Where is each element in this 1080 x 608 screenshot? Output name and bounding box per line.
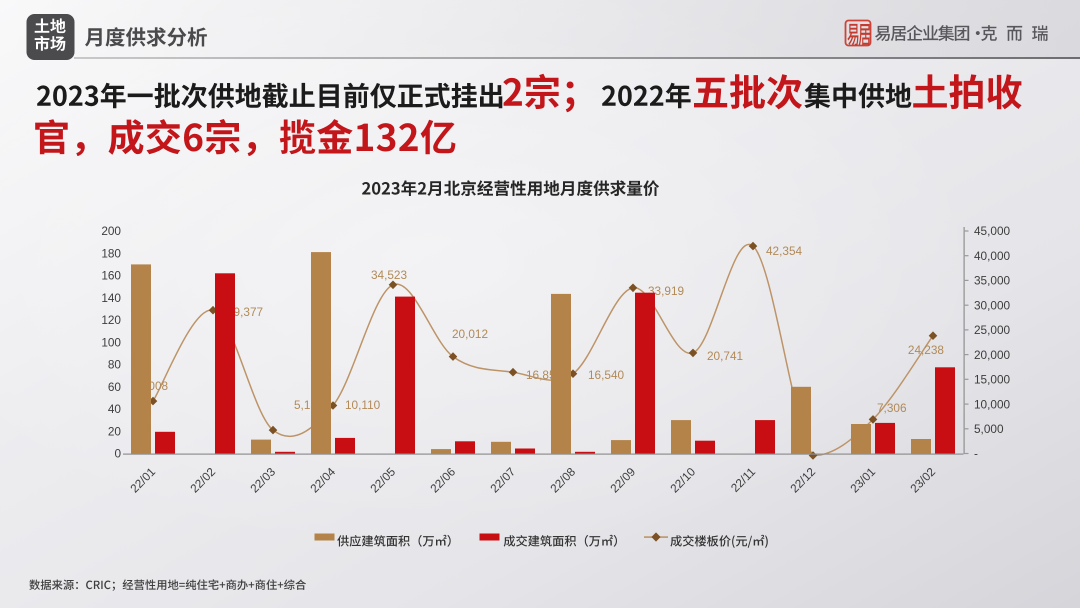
svg-text:10,000: 10,000: [974, 397, 1011, 411]
svg-text:33,919: 33,919: [648, 284, 684, 298]
svg-text:160: 160: [101, 269, 121, 283]
svg-text:7,306: 7,306: [877, 401, 907, 415]
svg-text:15,000: 15,000: [974, 373, 1011, 387]
svg-text:25,000: 25,000: [974, 323, 1011, 337]
svg-text:34,523: 34,523: [371, 268, 408, 282]
svg-text:200: 200: [101, 224, 121, 238]
svg-text:29,377: 29,377: [227, 305, 263, 319]
svg-text:40: 40: [108, 402, 122, 416]
svg-text:180: 180: [101, 246, 121, 260]
svg-text:16,540: 16,540: [588, 368, 625, 382]
svg-text:30,000: 30,000: [974, 298, 1011, 312]
svg-text:0: 0: [114, 447, 121, 461]
svg-text:20,741: 20,741: [707, 349, 743, 363]
svg-text:45,000: 45,000: [974, 224, 1011, 238]
svg-text:120: 120: [101, 313, 121, 327]
svg-text:42,354: 42,354: [766, 244, 803, 258]
svg-text:20,012: 20,012: [452, 327, 488, 341]
svg-text:60: 60: [108, 380, 122, 394]
svg-text:-: -: [974, 447, 978, 461]
svg-text:10,110: 10,110: [345, 398, 381, 412]
svg-text:100: 100: [101, 335, 121, 349]
svg-text:24,238: 24,238: [908, 343, 945, 357]
svg-text:35,000: 35,000: [974, 274, 1011, 288]
svg-text:80: 80: [108, 358, 122, 372]
svg-text:20,000: 20,000: [974, 348, 1011, 362]
svg-text:40,000: 40,000: [974, 249, 1011, 263]
svg-text:20: 20: [108, 424, 122, 438]
svg-text:5,000: 5,000: [974, 422, 1004, 436]
svg-text:140: 140: [101, 291, 121, 305]
